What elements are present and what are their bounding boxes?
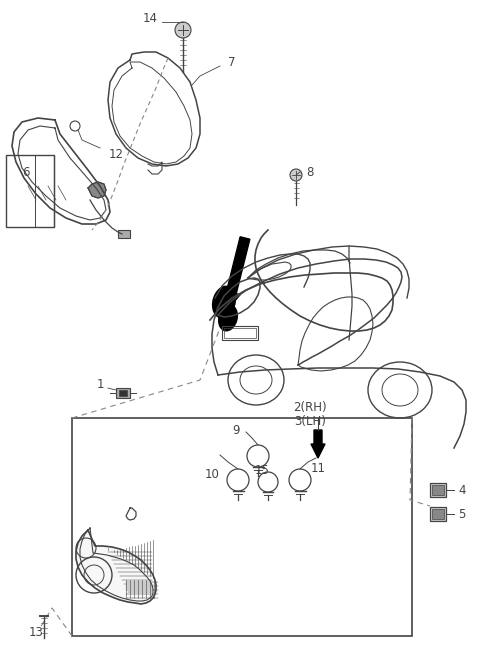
Bar	[432, 485, 444, 495]
Text: 11: 11	[311, 461, 325, 475]
Bar	[116, 388, 130, 398]
Text: 15: 15	[254, 463, 269, 477]
Text: 14: 14	[143, 11, 157, 24]
Text: 6: 6	[22, 165, 30, 178]
Ellipse shape	[213, 286, 235, 318]
Text: 13: 13	[29, 625, 43, 639]
Ellipse shape	[219, 305, 237, 330]
Text: 2(RH): 2(RH)	[293, 401, 327, 414]
FancyArrow shape	[223, 237, 250, 310]
Bar	[222, 326, 258, 340]
Text: 4: 4	[458, 483, 466, 496]
Bar	[6, 155, 54, 227]
Text: 3(LH): 3(LH)	[294, 416, 326, 428]
Text: 12: 12	[108, 149, 123, 161]
Bar	[72, 418, 412, 636]
Bar	[432, 509, 444, 519]
Bar	[430, 507, 446, 521]
Polygon shape	[76, 530, 156, 604]
Text: 5: 5	[458, 508, 466, 520]
Circle shape	[175, 22, 191, 38]
Text: 10: 10	[204, 467, 219, 481]
Bar	[118, 230, 130, 238]
Bar	[119, 390, 127, 396]
Polygon shape	[88, 182, 106, 198]
Text: 7: 7	[228, 56, 236, 69]
Text: 8: 8	[306, 165, 314, 178]
Circle shape	[290, 169, 302, 181]
Bar	[430, 483, 446, 497]
FancyArrow shape	[311, 430, 325, 458]
Text: 1: 1	[96, 379, 104, 391]
Text: 9: 9	[232, 424, 240, 436]
Bar	[224, 328, 256, 338]
